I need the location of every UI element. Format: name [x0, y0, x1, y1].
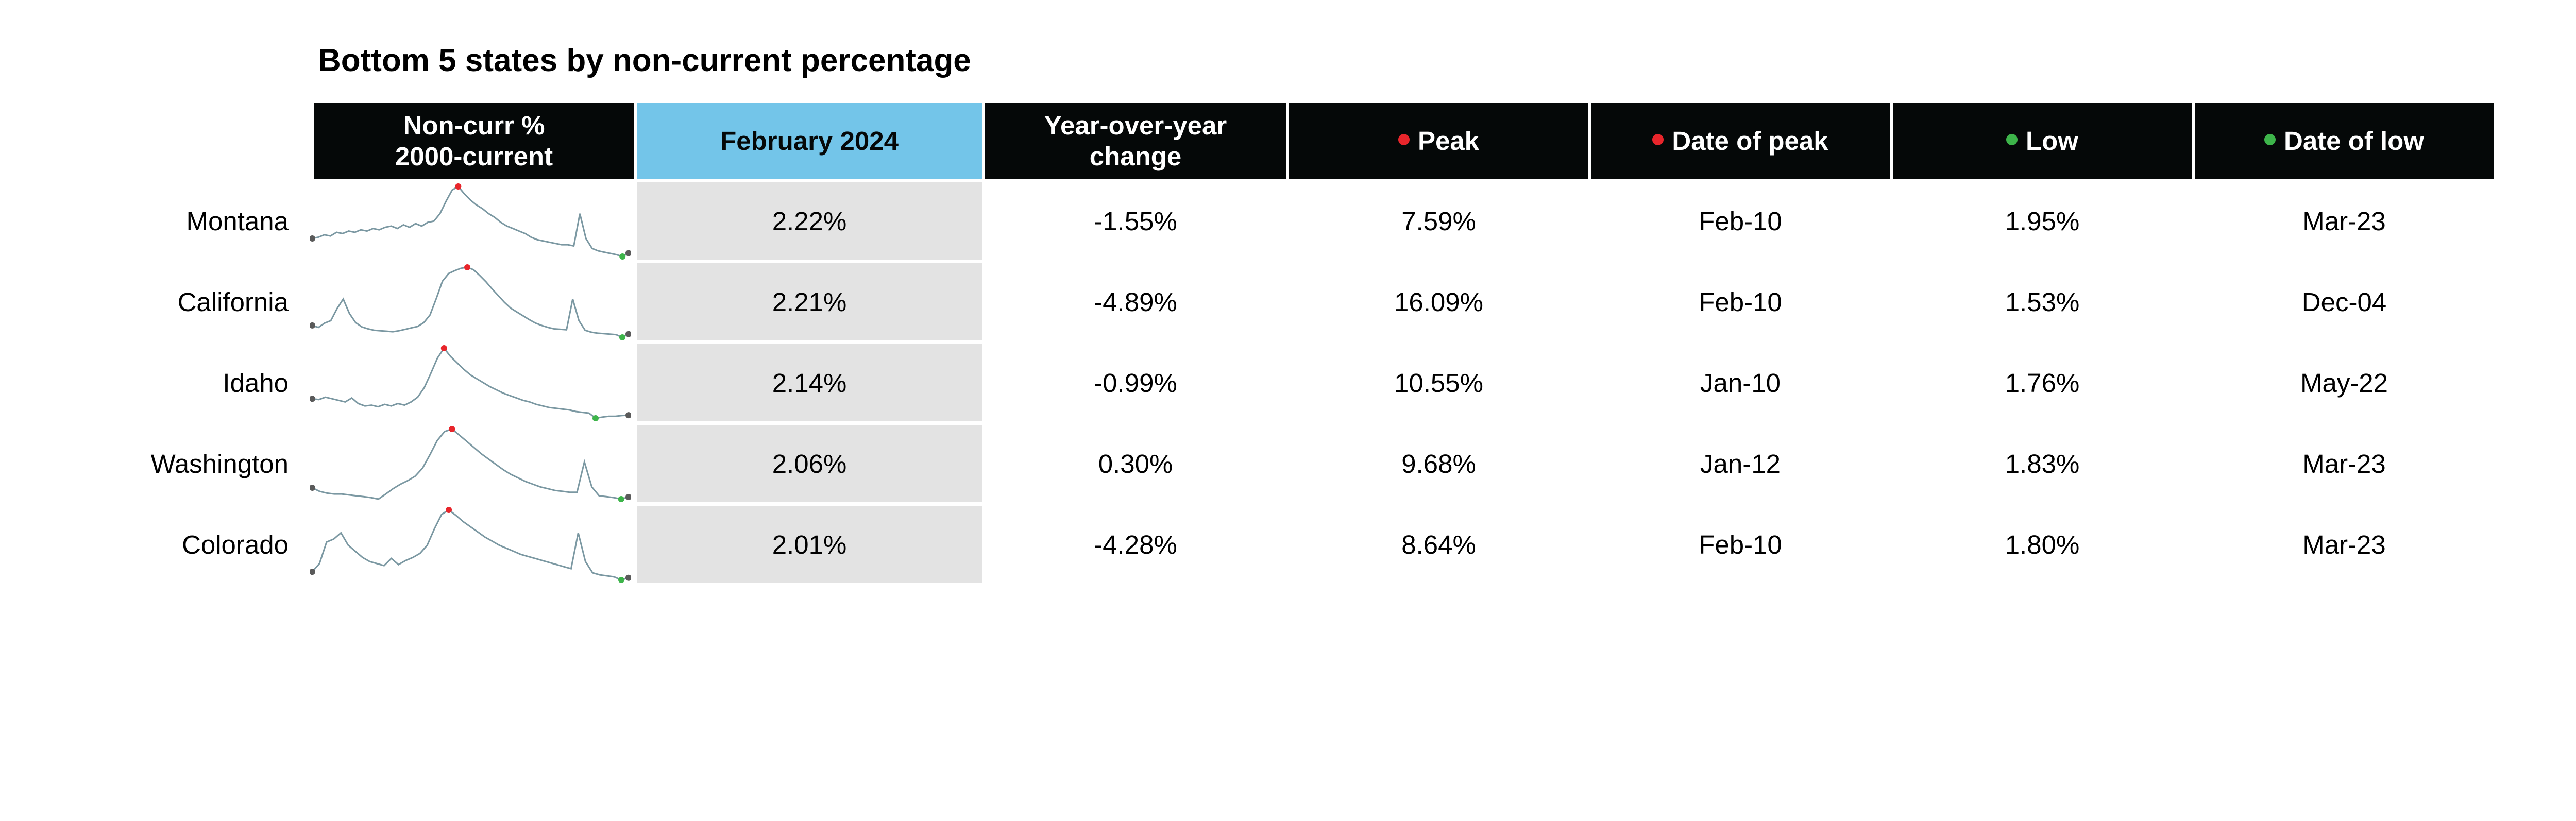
sparkline	[310, 507, 631, 583]
sparkline-end-point	[625, 494, 631, 500]
header-low-label: Low	[2026, 126, 2078, 156]
header-current-month: February 2024	[637, 103, 982, 179]
cell-low: 1.83%	[2005, 449, 2080, 478]
cell-yoy: -4.28%	[1094, 529, 1177, 559]
sparkline-low-point	[618, 496, 624, 502]
cell-current: 2.01%	[637, 506, 982, 583]
sparkline-low-point	[619, 334, 625, 340]
sparkline-low-point	[618, 577, 624, 583]
cell-low: 1.80%	[2005, 529, 2080, 559]
cell-low: 1.95%	[2005, 206, 2080, 236]
header-yoy-line2: change	[1089, 142, 1182, 171]
sparkline-end-point	[625, 574, 631, 581]
header-sparkline-line2: 2000-current	[395, 142, 553, 171]
cell-peak: 16.09%	[1394, 287, 1483, 317]
cell-yoy: -4.89%	[1094, 287, 1177, 317]
sparkline	[310, 264, 631, 340]
row-state-label: Montana	[186, 206, 289, 236]
sparkline-peak-point	[455, 183, 462, 190]
sparkline-end-point	[625, 331, 631, 337]
sparkline	[310, 345, 631, 421]
header-low: Low	[1893, 103, 2192, 179]
peak-dot-icon	[1652, 134, 1664, 145]
cell-yoy: 0.30%	[1098, 449, 1173, 478]
sparkline-start-point	[310, 322, 315, 329]
sparkline-peak-point	[446, 507, 452, 513]
header-sparkline-line1: Non-curr %	[403, 111, 545, 140]
sparkline-start-point	[310, 396, 315, 402]
sparkline-peak-point	[440, 345, 447, 351]
cell-current: 2.22%	[637, 182, 982, 260]
cell-low: 1.53%	[2005, 287, 2080, 317]
header-date-low-label: Date of low	[2283, 126, 2424, 156]
header-date-peak-label: Date of peak	[1672, 126, 1828, 156]
sparkline-start-point	[310, 235, 315, 242]
header-date-peak: Date of peak	[1591, 103, 1890, 179]
header-yoy: Year-over-year change	[985, 103, 1286, 179]
row-state-label: Colorado	[182, 529, 289, 559]
cell-peak-date: Jan-10	[1700, 368, 1781, 398]
header-current-month-label: February 2024	[720, 126, 899, 156]
sparkline	[310, 183, 631, 260]
sparkline	[310, 426, 631, 502]
header-peak: Peak	[1289, 103, 1588, 179]
cell-current: 2.06%	[637, 425, 982, 502]
cell-peak-date: Jan-12	[1700, 449, 1781, 478]
sparkline-path	[312, 185, 629, 258]
header-yoy-line1: Year-over-year	[1044, 111, 1227, 140]
header-sparkline: Non-curr % 2000-current	[314, 103, 634, 179]
cell-peak: 8.64%	[1401, 529, 1476, 559]
low-dot-icon	[2264, 134, 2276, 145]
sparkline-low-point	[592, 415, 599, 421]
header-peak-label: Peak	[1417, 126, 1480, 156]
sparkline-end-point	[625, 412, 631, 419]
sparkline-path	[312, 347, 629, 419]
row-state-label: Washington	[150, 449, 289, 478]
sparkline-path	[312, 266, 629, 338]
cell-yoy: -0.99%	[1094, 368, 1177, 398]
cell-peak: 10.55%	[1394, 368, 1483, 398]
cell-yoy: -1.55%	[1094, 206, 1177, 236]
sparkline-peak-point	[464, 264, 470, 270]
cell-low-date: Mar-23	[2302, 529, 2386, 559]
cell-peak: 7.59%	[1401, 206, 1476, 236]
low-dot-icon	[2006, 134, 2018, 145]
cell-peak-date: Feb-10	[1699, 287, 1782, 317]
cell-current: 2.21%	[637, 263, 982, 340]
cell-low-date: Dec-04	[2301, 287, 2387, 317]
cell-low-date: Mar-23	[2302, 206, 2386, 236]
cell-peak: 9.68%	[1401, 449, 1476, 478]
cell-current: 2.14%	[637, 344, 982, 421]
cell-low-date: Mar-23	[2302, 449, 2386, 478]
header-date-low: Date of low	[2195, 103, 2494, 179]
cell-low-date: May-22	[2300, 368, 2388, 398]
row-state-label: Idaho	[223, 368, 289, 398]
cell-peak-date: Feb-10	[1699, 206, 1782, 236]
row-state-label: California	[177, 287, 289, 317]
cell-peak-date: Feb-10	[1699, 529, 1782, 559]
sparkline-start-point	[310, 569, 315, 575]
sparkline-start-point	[310, 485, 315, 491]
cell-low: 1.76%	[2005, 368, 2080, 398]
sparkline-end-point	[625, 250, 631, 256]
peak-dot-icon	[1398, 134, 1410, 145]
sparkline-path	[311, 509, 629, 581]
sparkline-low-point	[619, 253, 626, 260]
sparkline-path	[312, 428, 629, 500]
sparkline-peak-point	[449, 426, 455, 432]
table-title: Bottom 5 states by non-current percentag…	[318, 43, 971, 78]
